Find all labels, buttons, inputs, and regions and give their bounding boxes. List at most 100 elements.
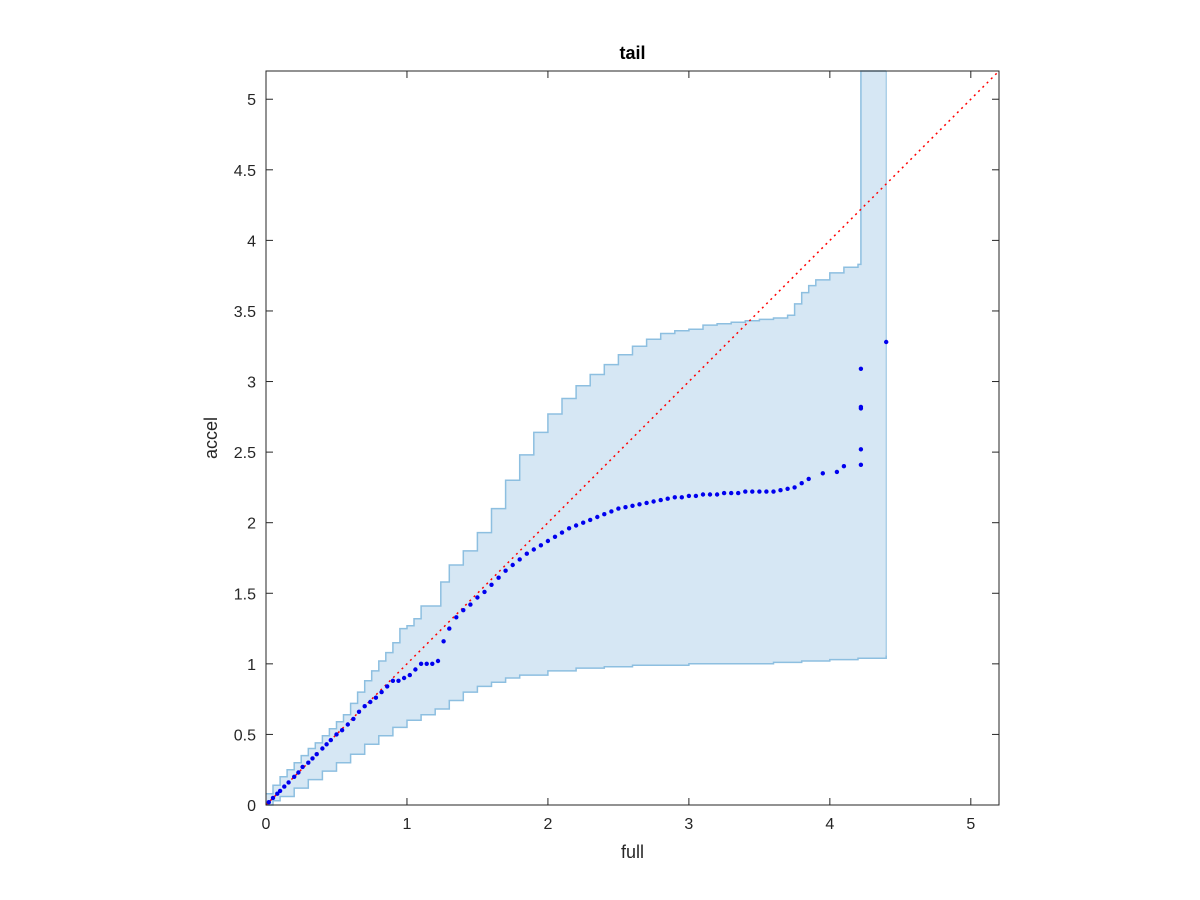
data-point [559, 530, 565, 535]
x-tick-label: 1 [403, 816, 412, 833]
data-point [424, 661, 429, 666]
data-point [373, 695, 379, 700]
data-point [858, 404, 864, 410]
data-point [672, 495, 677, 500]
data-point [396, 678, 401, 683]
data-point [545, 538, 551, 544]
data-point [385, 684, 390, 689]
data-point [517, 557, 522, 562]
data-point [602, 512, 607, 517]
data-point [461, 608, 466, 613]
data-point [296, 770, 301, 775]
data-point [658, 497, 663, 503]
data-point [277, 788, 283, 794]
data-point [286, 780, 291, 785]
data-point [743, 489, 748, 494]
data-point [430, 661, 435, 666]
data-point [292, 774, 297, 779]
y-tick-label: 1 [247, 657, 256, 674]
data-point [588, 517, 593, 523]
data-point [351, 716, 356, 722]
data-point [630, 503, 635, 508]
data-point [884, 339, 889, 345]
x-tick-label: 4 [825, 816, 834, 833]
data-point [757, 489, 762, 494]
data-point [482, 589, 487, 595]
data-point [275, 791, 280, 796]
y-tick-label: 0 [247, 798, 256, 815]
data-point [368, 699, 373, 705]
data-point [623, 505, 628, 510]
data-point [379, 689, 384, 695]
data-point [310, 756, 315, 761]
data-point [435, 658, 441, 664]
y-tick-label: 2.5 [234, 445, 256, 462]
data-point [270, 795, 276, 801]
confidence-band-lower-edge [266, 655, 887, 806]
quantile-points [266, 339, 889, 805]
data-point [413, 667, 418, 672]
data-point [799, 481, 804, 486]
data-point [729, 490, 734, 496]
data-point [447, 626, 452, 631]
data-point [806, 476, 811, 482]
axis-ticks [265, 71, 999, 806]
data-point [721, 490, 727, 496]
data-point [644, 500, 649, 506]
data-point [454, 615, 459, 620]
y-axis-label: accel [201, 417, 221, 459]
x-tick-label: 2 [543, 816, 552, 833]
y-tick-label: 2 [247, 516, 256, 533]
data-point [700, 492, 706, 497]
data-point [679, 495, 684, 500]
data-point [616, 506, 621, 511]
data-point [314, 752, 319, 757]
data-point [651, 499, 656, 504]
data-point [441, 639, 446, 644]
y-tick-labels: 0 0.5 1 1.5 2 2.5 3 3.5 4 4.5 5 [234, 92, 256, 815]
data-point [764, 489, 769, 494]
data-point [524, 551, 529, 556]
data-point [324, 742, 329, 747]
data-point [693, 493, 699, 499]
x-tick-label: 0 [262, 816, 271, 833]
data-point [334, 732, 339, 737]
data-point [468, 602, 473, 607]
data-point [736, 490, 741, 496]
data-point [401, 675, 407, 681]
data-point [834, 469, 840, 475]
data-point [609, 509, 614, 514]
data-point [858, 462, 864, 467]
reference-line [265, 70, 1000, 806]
data-point [489, 582, 494, 587]
data-point [475, 595, 480, 600]
confidence-band-layer [266, 70, 887, 806]
x-tick-labels: 0 1 2 3 4 5 [262, 816, 976, 833]
data-point [686, 493, 692, 499]
data-point [345, 722, 350, 727]
data-point [266, 800, 271, 805]
data-point [566, 526, 572, 531]
y-tick-label: 4 [247, 233, 256, 250]
data-point [841, 464, 847, 469]
plot-area-frame [265, 70, 1000, 806]
data-point [595, 514, 600, 520]
data-point [339, 728, 345, 733]
data-point [418, 661, 424, 666]
y-tick-label: 0.5 [234, 727, 256, 744]
y-tick-label: 3.5 [234, 304, 256, 321]
data-point [581, 520, 586, 525]
confidence-band-fill [266, 71, 887, 805]
data-point [552, 534, 558, 539]
data-point [858, 366, 864, 371]
data-point [573, 523, 579, 528]
data-point [820, 471, 825, 476]
y-tick-label: 1.5 [234, 586, 256, 603]
x-tick-label: 3 [684, 816, 693, 833]
data-point [496, 575, 501, 580]
data-point [390, 678, 396, 683]
data-point [503, 568, 508, 573]
data-point [320, 746, 325, 751]
y-tick-label: 5 [247, 92, 256, 109]
